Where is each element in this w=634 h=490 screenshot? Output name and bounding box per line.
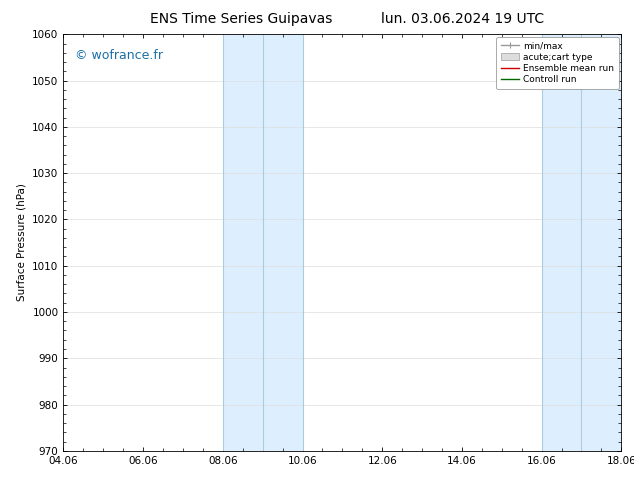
Bar: [541, 34, 621, 451]
Y-axis label: Surface Pressure (hPa): Surface Pressure (hPa): [16, 184, 27, 301]
Legend: min/max, acute;cart type, Ensemble mean run, Controll run: min/max, acute;cart type, Ensemble mean …: [496, 37, 619, 89]
Bar: [223, 34, 302, 451]
Text: lun. 03.06.2024 19 UTC: lun. 03.06.2024 19 UTC: [381, 12, 545, 26]
Text: © wofrance.fr: © wofrance.fr: [75, 49, 162, 62]
Text: ENS Time Series Guipavas: ENS Time Series Guipavas: [150, 12, 332, 26]
